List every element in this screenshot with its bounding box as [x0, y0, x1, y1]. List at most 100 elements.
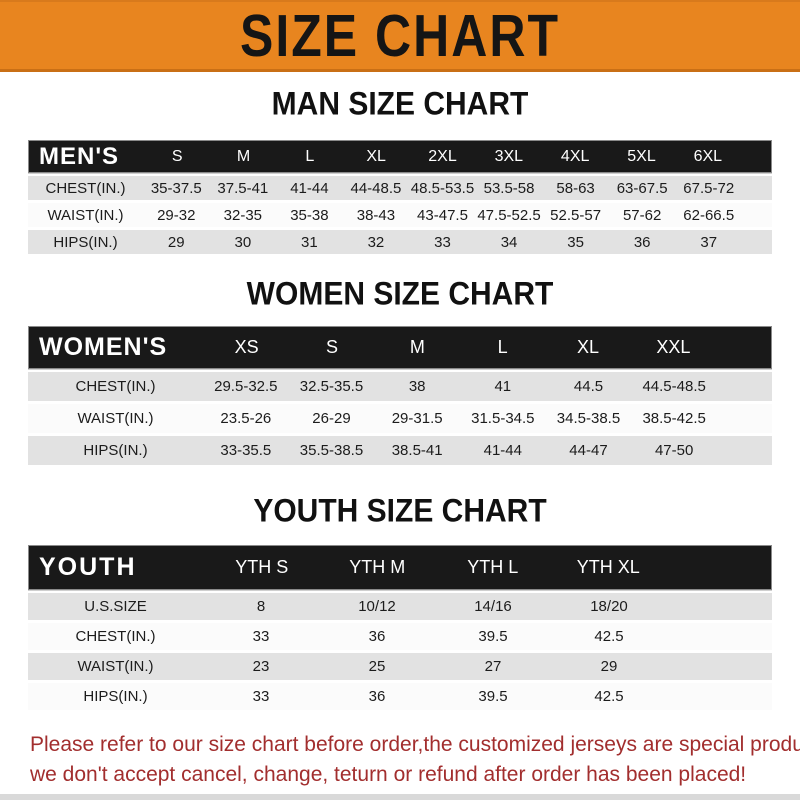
- size-cell: 62-66.5: [683, 206, 735, 224]
- row-label: WAIST(IN.): [77, 658, 154, 675]
- size-cell: 30: [234, 233, 252, 251]
- row-label: CHEST(IN.): [45, 179, 126, 197]
- row-label: HIPS(IN.): [83, 442, 148, 459]
- size-cell: 44-48.5: [350, 179, 402, 197]
- size-cell: 35-37.5: [150, 179, 202, 197]
- size-cell: 34: [500, 233, 518, 251]
- size-cell: 52.5-57: [550, 206, 602, 224]
- size-cell: 36: [368, 688, 386, 705]
- size-cell: 36: [633, 233, 651, 251]
- size-cell: 18/20: [590, 598, 628, 615]
- youth-section-title: YOUTH SIZE CHART: [253, 493, 547, 530]
- size-cell: 38-43: [356, 206, 396, 224]
- size-cell: 43-47.5: [417, 206, 468, 224]
- size-cell: 10/12: [358, 598, 396, 615]
- size-cell: 47.5-52.5: [477, 206, 541, 224]
- size-cell: 39.5: [478, 628, 508, 645]
- column-header: 6XL: [693, 147, 723, 165]
- column-header: XS: [234, 337, 259, 357]
- size-cell: 33: [252, 628, 270, 645]
- column-header: YTH S: [235, 557, 289, 577]
- size-cell: 29-32: [157, 206, 196, 224]
- disclaimer-line-2: we don't accept cancel, change, teturn o…: [30, 763, 747, 787]
- column-header: 5XL: [627, 147, 656, 165]
- size-cell: 37.5-41: [217, 179, 269, 197]
- row-label: U.S.SIZE: [84, 598, 147, 615]
- size-cell: 34.5-38.5: [556, 410, 621, 427]
- size-cell: 32: [367, 233, 385, 251]
- youth-size-table: YOUTH YTH S YTH M YTH L YTH XL U.S.SIZE 8 10/1…: [28, 545, 772, 710]
- size-cell: 47-50: [654, 442, 694, 459]
- column-header: YTH M: [349, 557, 406, 577]
- size-cell: 29.5-32.5: [214, 378, 278, 395]
- banner-title: SIZE CHART: [240, 2, 560, 69]
- size-cell: 58-63: [556, 179, 595, 197]
- size-cell: 41: [494, 378, 512, 395]
- size-cell: 41-44: [290, 179, 329, 197]
- disclaimer-line-1: Please refer to our size chart before or…: [30, 733, 800, 756]
- banner: SIZE CHART: [0, 0, 800, 72]
- table-row: WAIST(IN.) 29-32 32-35 35-38 38-43 43-47.5 47.…: [28, 203, 772, 227]
- size-cell: 29: [167, 233, 185, 251]
- size-cell: 31: [301, 233, 318, 251]
- size-cell: 35.5-38.5: [299, 442, 364, 459]
- table-row: CHEST(IN.) 35-37.5 37.5-41 41-44 44-48.5 48.5…: [28, 176, 772, 200]
- column-header: YTH L: [467, 557, 519, 577]
- men-header-label: MEN'S: [39, 142, 120, 170]
- column-header: M: [409, 337, 425, 357]
- table-row: HIPS(IN.) 33 36 39.5 42.5: [28, 683, 772, 710]
- column-header: 3XL: [494, 147, 524, 165]
- size-cell: 67.5-72: [683, 179, 735, 197]
- men-section-title: MAN SIZE CHART: [271, 86, 529, 123]
- size-cell: 32-35: [223, 206, 263, 224]
- column-header: S: [325, 337, 338, 357]
- row-label: HIPS(IN.): [53, 233, 118, 251]
- row-label: WAIST(IN.): [77, 410, 154, 427]
- men-size-table: MEN'S S M L XL 2XL 3XL 4XL 5XL 6XL CHEST(IN.) 35-3…: [28, 140, 772, 254]
- size-cell: 35-38: [290, 206, 329, 224]
- column-header: 4XL: [560, 147, 590, 165]
- size-cell: 53.5-58: [483, 179, 535, 197]
- column-header: L: [305, 147, 315, 165]
- size-cell: 29: [600, 658, 618, 675]
- size-cell: 57-62: [622, 206, 662, 224]
- size-cell: 23: [252, 658, 270, 675]
- size-cell: 38.5-41: [391, 442, 443, 459]
- column-header: XXL: [656, 337, 691, 357]
- row-label: WAIST(IN.): [47, 206, 124, 224]
- row-label: CHEST(IN.): [75, 628, 156, 645]
- size-cell: 37: [700, 233, 718, 251]
- size-cell: 33: [252, 688, 270, 705]
- women-section-title: WOMEN SIZE CHART: [246, 276, 554, 313]
- size-cell: 8: [256, 598, 266, 615]
- row-label: HIPS(IN.): [83, 688, 148, 705]
- column-header: XL: [366, 147, 386, 165]
- size-cell: 42.5: [594, 628, 624, 645]
- size-cell: 39.5: [478, 688, 508, 705]
- size-cell: 48.5-53.5: [410, 179, 475, 197]
- size-cell: 23.5-26: [220, 410, 272, 427]
- size-cell: 35: [567, 233, 584, 251]
- column-header: S: [171, 147, 183, 165]
- youth-header-label: YOUTH: [39, 553, 137, 581]
- row-label: CHEST(IN.): [75, 378, 156, 395]
- column-header: YTH XL: [576, 557, 640, 577]
- youth-table-header: YOUTH YTH S YTH M YTH L YTH XL: [28, 545, 772, 590]
- size-cell: 32.5-35.5: [299, 378, 364, 395]
- size-cell: 36: [368, 628, 386, 645]
- size-cell: 38.5-42.5: [642, 410, 706, 427]
- bottom-edge-strip: [0, 794, 800, 800]
- table-row: HIPS(IN.) 29 30 31 32 33 34 35 36 37: [28, 230, 772, 254]
- table-row: HIPS(IN.) 33-35.5 35.5-38.5 38.5-41 41-44 44-…: [28, 436, 772, 465]
- column-header: XL: [576, 337, 599, 357]
- size-cell: 44-47: [569, 442, 608, 459]
- column-header: 2XL: [428, 147, 457, 165]
- column-header: M: [236, 147, 251, 165]
- table-row: CHEST(IN.) 33 36 39.5 42.5: [28, 623, 772, 650]
- size-cell: 44.5-48.5: [642, 378, 706, 395]
- size-cell: 63-67.5: [616, 179, 668, 197]
- table-row: CHEST(IN.) 29.5-32.5 32.5-35.5 38 41 44.5 44.5…: [28, 372, 772, 401]
- size-cell: 41-44: [483, 442, 522, 459]
- size-cell: 26-29: [312, 410, 351, 427]
